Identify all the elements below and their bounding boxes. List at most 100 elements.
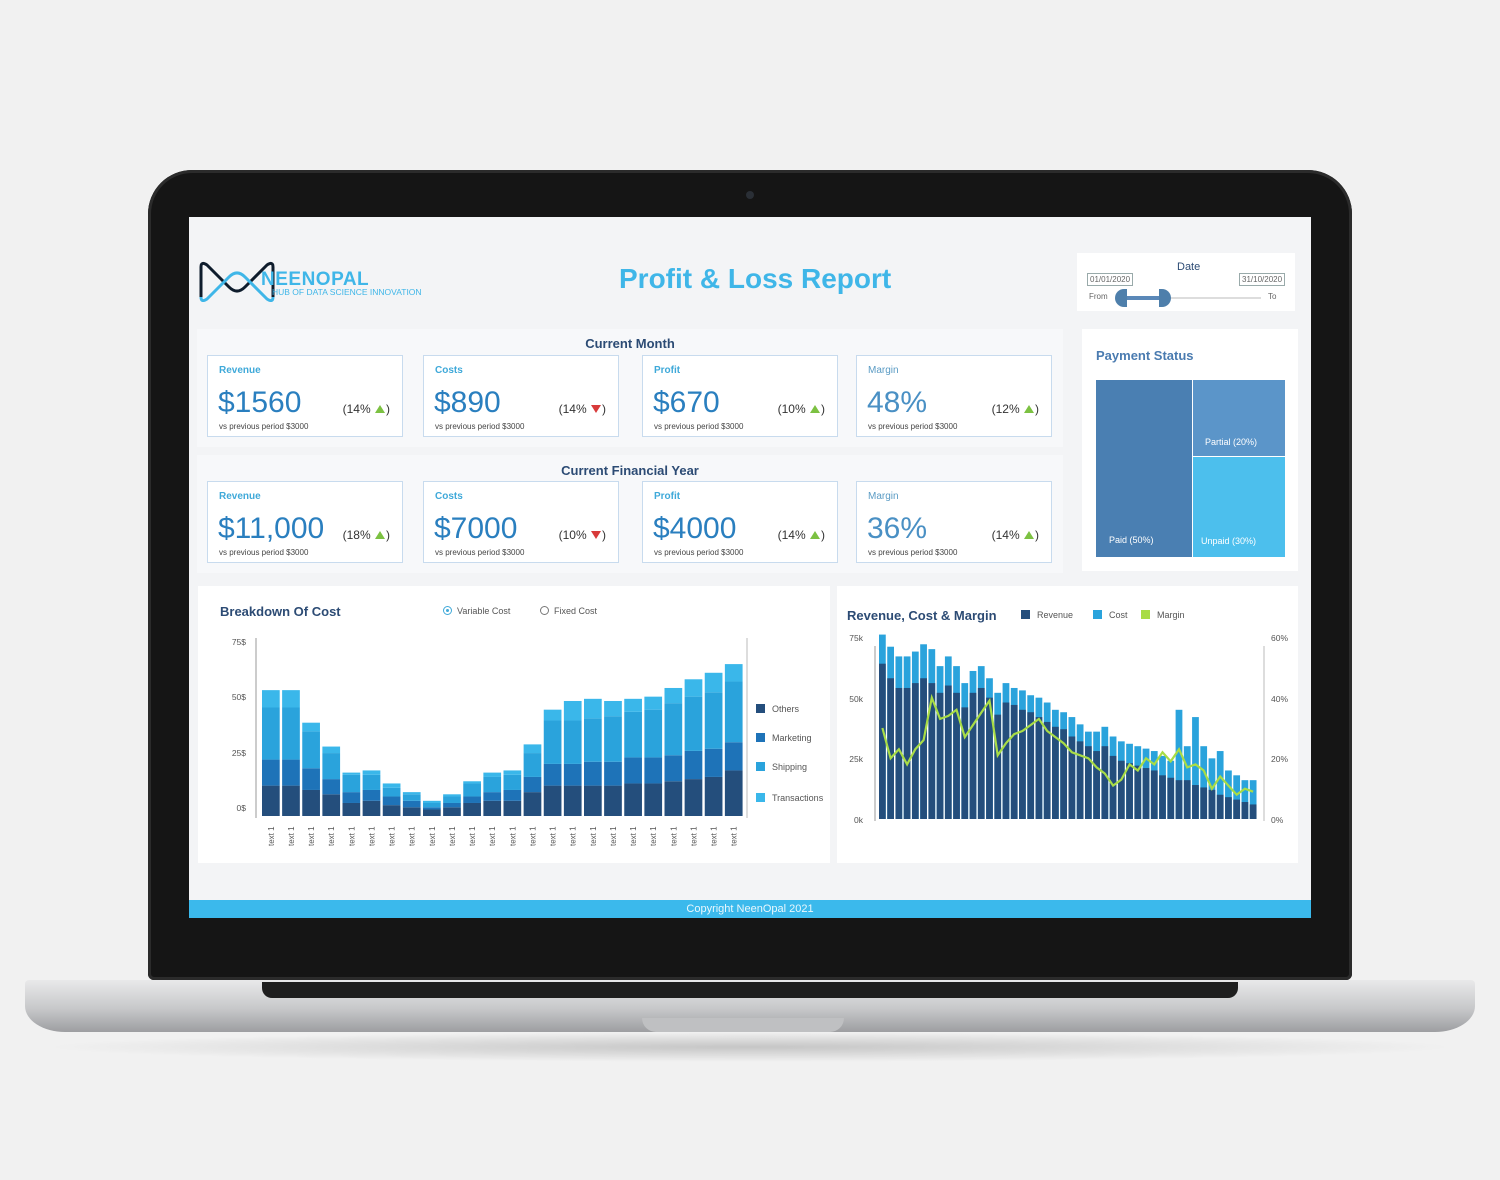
treemap-partial[interactable]: Partial (20%)	[1193, 380, 1285, 456]
revenue-bar	[1233, 799, 1241, 819]
trend-down-icon	[591, 405, 601, 413]
date-slider-start-handle[interactable]	[1115, 289, 1127, 307]
treemap-paid[interactable]: Paid (50%)	[1096, 380, 1192, 557]
date-filter: Date 01/01/2020 31/10/2020 From To	[1077, 253, 1295, 311]
fixed-cost-label[interactable]: Fixed Cost	[554, 606, 598, 616]
y-tick-label-left: 50k	[849, 694, 863, 704]
variable-cost-label[interactable]: Variable Cost	[457, 606, 511, 616]
footer: Copyright NeenOpal 2021	[189, 900, 1311, 918]
current-year-title: Current Financial Year	[561, 463, 699, 478]
payment-status-panel: Payment Status Paid (50%) Partial (20%) …	[1082, 329, 1298, 571]
cost-bar	[1241, 780, 1249, 819]
kpi-change: (14% )	[558, 402, 606, 416]
kpi-card-costs[interactable]: Costs $890 (14% ) vs previous period $3000	[423, 355, 619, 437]
bar-segment	[423, 807, 441, 810]
x-tick-label: text 1	[347, 826, 356, 846]
bar-segment	[563, 720, 582, 764]
bar-segment	[322, 753, 341, 780]
bar-segment	[342, 772, 361, 775]
revenue-bar	[1068, 736, 1076, 819]
bar-segment	[402, 794, 421, 801]
from-label: From	[1089, 292, 1108, 301]
cost-bar	[1249, 780, 1257, 819]
bar-segment	[322, 794, 341, 816]
kpi-card-margin[interactable]: Margin 48% (12% ) vs previous period $3000	[856, 355, 1052, 437]
variable-cost-radio[interactable]	[443, 606, 452, 615]
bar-segment	[523, 776, 542, 793]
kpi-card-margin[interactable]: Margin 36% (14% ) vs previous period $3000	[856, 481, 1052, 563]
bar-segment	[342, 792, 361, 803]
kpi-card-profit[interactable]: Profit $670 (10% ) vs previous period $3000	[642, 355, 838, 437]
kpi-change: (14% )	[991, 528, 1039, 542]
kpi-value: $890	[434, 386, 501, 419]
kpi-change: (10% )	[777, 402, 825, 416]
kpi-card-costs[interactable]: Costs $7000 (10% ) vs previous period $3000	[423, 481, 619, 563]
revenue-bar	[1035, 717, 1043, 819]
kpi-card-revenue[interactable]: Revenue $1560 (14% ) vs previous period $30…	[207, 355, 403, 437]
x-tick-label: text 1	[508, 826, 517, 846]
trend-up-icon	[375, 531, 385, 539]
bar-segment	[624, 711, 642, 758]
bar-segment	[664, 755, 683, 782]
bar-segment	[704, 692, 723, 749]
bar-segment	[483, 772, 502, 777]
kpi-value: $11,000	[218, 512, 325, 545]
bar-segment	[503, 789, 522, 801]
revenue-bar	[1175, 780, 1183, 819]
bar-segment	[523, 744, 542, 754]
kpi-card-revenue[interactable]: Revenue $11,000 (18% ) vs previous period $…	[207, 481, 403, 563]
bar-segment	[543, 763, 562, 786]
bar-segment	[322, 779, 341, 795]
legend-label: Shipping	[772, 762, 807, 772]
kpi-label: Revenue	[219, 365, 261, 376]
x-tick-label: text 1	[528, 826, 537, 846]
kpi-value: 48%	[867, 386, 928, 419]
to-date-field[interactable]: 31/10/2020	[1239, 273, 1286, 286]
x-tick-label: text 1	[649, 826, 658, 846]
bar-segment	[664, 703, 683, 756]
legend-swatch	[756, 733, 765, 742]
cost-bar	[1225, 770, 1232, 819]
kpi-change: (14% )	[342, 402, 390, 416]
bar-segment	[684, 696, 703, 751]
revenue-bar	[1134, 765, 1142, 819]
kpi-value: $670	[653, 386, 720, 419]
bar-segment	[604, 716, 622, 762]
breakdown-title: Breakdown Of Cost	[220, 604, 341, 619]
bar-segment	[483, 776, 502, 793]
legend-label: Transactions	[772, 793, 824, 803]
fixed-cost-radio[interactable]	[540, 606, 549, 615]
bar-segment	[684, 779, 703, 816]
bar-segment	[724, 770, 743, 816]
kpi-change-value: (18%	[342, 528, 371, 542]
laptop-notch	[642, 1018, 844, 1032]
from-date-field[interactable]: 01/01/2020	[1087, 273, 1134, 286]
bar-segment	[644, 757, 663, 784]
y-tick-label-right: 60%	[1271, 633, 1288, 643]
kpi-comparison: vs previous period $3000	[219, 548, 309, 557]
date-slider-end-handle[interactable]	[1159, 289, 1171, 307]
bar-segment	[282, 690, 300, 708]
revenue-bar	[1167, 777, 1175, 819]
y-tick-label-right: 0%	[1271, 815, 1284, 825]
x-tick-label: text 1	[408, 826, 417, 846]
date-slider-track[interactable]	[1119, 297, 1261, 299]
bar-segment	[543, 785, 562, 816]
revenue-bar	[1241, 802, 1249, 819]
bar-segment	[644, 709, 663, 758]
bar-segment	[563, 763, 582, 786]
x-tick-label: text 1	[669, 826, 678, 846]
revenue-bar	[1109, 755, 1117, 819]
bar-segment	[302, 722, 320, 732]
margin-line	[881, 693, 1254, 797]
bar-segment	[704, 672, 723, 693]
bar-segment	[362, 800, 381, 816]
kpi-card-profit[interactable]: Profit $4000 (14% ) vs previous period $300…	[642, 481, 838, 563]
treemap-unpaid[interactable]: Unpaid (30%)	[1193, 457, 1285, 557]
y-tick-label: 75$	[232, 637, 246, 647]
revenue-bar	[879, 663, 886, 819]
current-month-title: Current Month	[585, 336, 675, 351]
legend-swatch	[756, 704, 765, 713]
revenue-bar	[986, 697, 993, 819]
bar-segment	[523, 753, 542, 777]
